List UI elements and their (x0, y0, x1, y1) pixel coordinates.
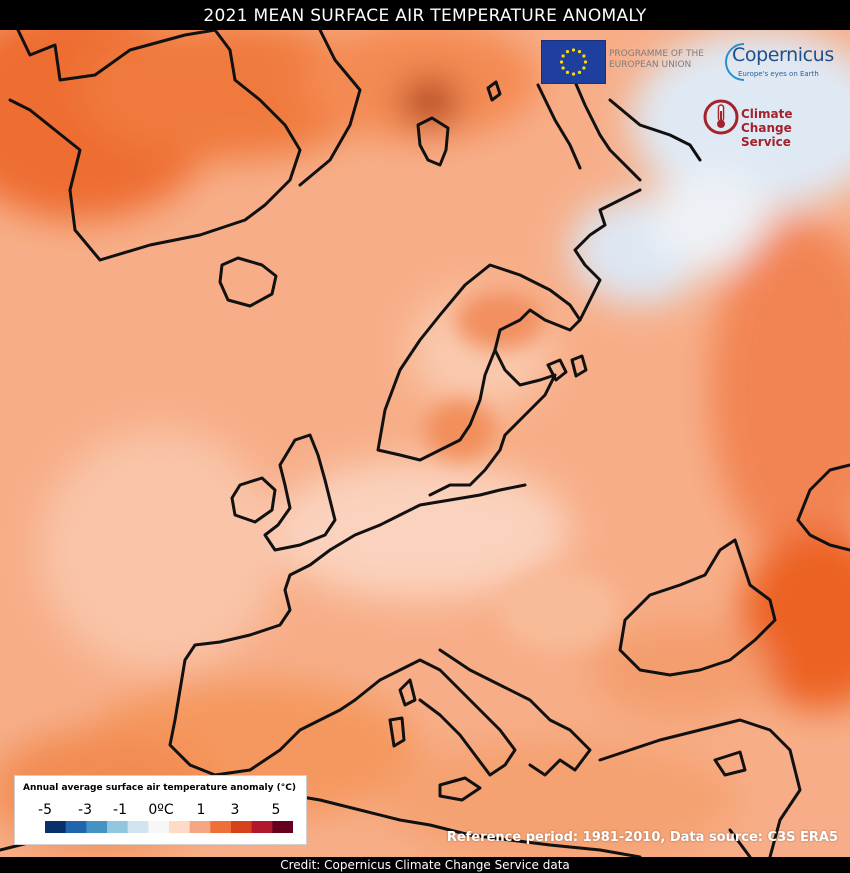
legend-ticks: -5 -3 -1 0ºC 1 3 5 (15, 802, 306, 820)
legend-color-swatch (86, 821, 108, 833)
copernicus-wordmark: Copernicus (732, 44, 834, 66)
map-title: 2021 MEAN SURFACE AIR TEMPERATURE ANOMAL… (0, 0, 850, 30)
credit-line: Credit: Copernicus Climate Change Servic… (0, 857, 850, 873)
coast-greenland (8, 30, 302, 262)
coast-iceland (218, 256, 278, 308)
copernicus-arc-icon (725, 43, 745, 81)
legend: Annual average surface air temperature a… (14, 775, 307, 845)
coast-scandinavia (376, 263, 582, 462)
coast-greenland-east (298, 30, 362, 187)
c3s-label-line2: Change Service (741, 121, 792, 149)
reference-note: Reference period: 1981-2010, Data source… (446, 830, 838, 845)
coast-novaya-zemlya (536, 83, 582, 170)
legend-color-swatch (148, 821, 170, 833)
coast-continent (328, 483, 527, 552)
legend-color-swatch (210, 821, 232, 833)
legend-color-swatch (169, 821, 191, 833)
coast-svalbard (416, 116, 450, 167)
eu-programme-label: PROGRAMME OF THE EUROPEAN UNION (609, 49, 704, 70)
legend-color-swatch (189, 821, 211, 833)
legend-color-swatch (107, 821, 129, 833)
coast-ireland (230, 476, 277, 524)
coast-great-britain (263, 433, 337, 552)
c3s-label-line1: Climate (741, 107, 793, 121)
map-canvas (0, 30, 850, 857)
legend-tick: 5 (271, 802, 281, 818)
temperature-anomaly-map (0, 30, 850, 857)
legend-color-swatch (272, 821, 293, 833)
anomaly-field-detail (425, 290, 620, 650)
legend-color-swatch (231, 821, 253, 833)
legend-title: Annual average surface air temperature a… (23, 783, 296, 793)
coast-balkans (438, 648, 592, 777)
logo-group: PROGRAMME OF THE EUROPEAN UNION Copernic… (541, 40, 843, 149)
legend-color-swatch (65, 821, 87, 833)
legend-tick: 3 (230, 802, 240, 818)
thermometer-icon (703, 99, 739, 135)
legend-color-swatch (127, 821, 149, 833)
copernicus-tagline: Europe's eyes on Earth (738, 70, 819, 78)
legend-tick: -5 (38, 802, 52, 818)
legend-color-swatch (45, 821, 67, 833)
coast-italy (353, 658, 517, 777)
coast-caspian (796, 463, 850, 522)
coast-black-sea (618, 538, 777, 677)
legend-tick: -3 (78, 802, 92, 818)
legend-color-swatch (251, 821, 273, 833)
legend-tick: 0ºC (148, 802, 174, 818)
legend-tick: 1 (196, 802, 206, 818)
c3s-label: Climate Change Service (741, 107, 843, 149)
coast-finland-baltic (428, 348, 557, 497)
c3s-logo: Climate Change Service (703, 95, 843, 149)
legend-colorbar (45, 821, 293, 833)
coast-sicily (438, 776, 482, 802)
eu-flag-icon (541, 40, 606, 84)
copernicus-logo: Copernicus Europe's eyes on Earth (722, 40, 842, 84)
legend-tick: -1 (113, 802, 127, 818)
